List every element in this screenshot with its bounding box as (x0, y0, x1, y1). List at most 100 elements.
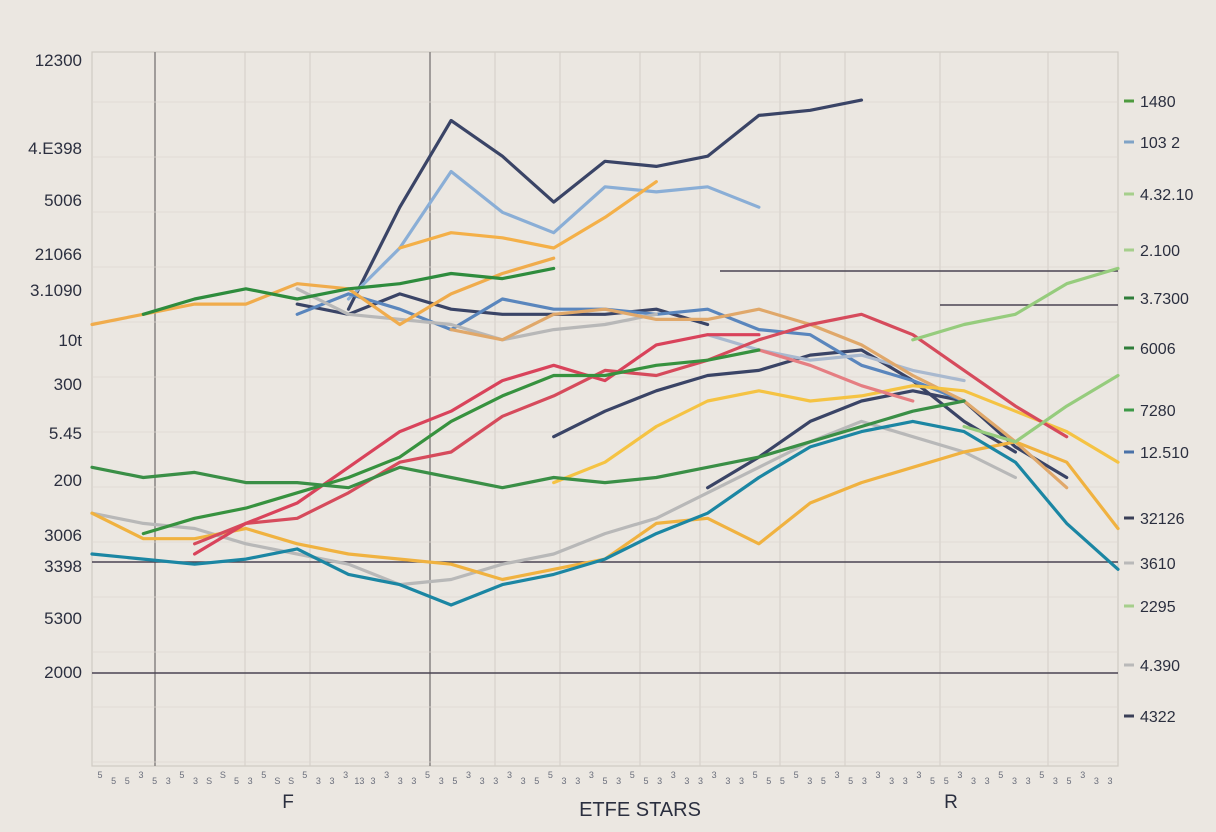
x-tick-label: 3 (193, 776, 198, 786)
y-tick-label-left: 3398 (44, 557, 82, 576)
series-line-24 (90, 419, 1120, 607)
y-tick-label-right: 2.100 (1140, 243, 1180, 260)
x-tick-label: 3 (480, 776, 485, 786)
x-tick-label: 3 (739, 776, 744, 786)
y-tick-label-right: 1480 (1140, 94, 1176, 111)
x-tick-label: 5 (998, 770, 1003, 780)
y-tick-label-right: 2295 (1140, 599, 1176, 616)
series-line-16 (193, 312, 1069, 546)
x-tick-label: 5 (302, 770, 307, 780)
y-tick-label-left: 4.E398 (28, 139, 82, 158)
y-tick-label-right: 103 2 (1140, 135, 1180, 152)
series-line-10 (90, 419, 1017, 587)
x-tick-label: 3 (248, 776, 253, 786)
series-line-21 (141, 266, 556, 316)
series-line-3 (295, 292, 710, 327)
x-tick-label: 3 (439, 776, 444, 786)
x-tick-label: 3 (589, 770, 594, 780)
x-tick-label: S (206, 776, 212, 786)
x-tick-label: 5 (425, 770, 430, 780)
x-tick-label: 3 (330, 776, 335, 786)
grid (91, 51, 1119, 767)
x-tick-label: 3 (807, 776, 812, 786)
x-tick-label: 13 (354, 776, 364, 786)
x-tick-label: 5 (780, 776, 785, 786)
series-group (90, 98, 1120, 607)
x-tick-label: 5 (1039, 770, 1044, 780)
x-tick-label: 5 (179, 770, 184, 780)
x-tick-label: 3 (398, 776, 403, 786)
series-line-6 (346, 169, 761, 301)
y-axis-right: 1480 103 2 4.32.10 2.100 3.7300 6006 7280 12.51… (1124, 94, 1193, 726)
series-line-9 (295, 287, 658, 342)
x-tick-label: 5 (234, 776, 239, 786)
chart-title: ETFE STARS (579, 799, 701, 821)
y-tick-label-left: 3.1090 (30, 281, 82, 300)
x-tick-label: 3 (657, 776, 662, 786)
x-tick-label: 3 (1053, 776, 1058, 786)
series-line-4 (552, 348, 1017, 454)
x-tick-label: 5 (643, 776, 648, 786)
x-tick-label: 3 (370, 776, 375, 786)
category-label-f: F (282, 792, 294, 813)
y-tick-label-left: 300 (54, 375, 82, 394)
y-tick-label-left: 2000 (44, 663, 82, 682)
x-tick-label: 3 (466, 770, 471, 780)
x-tick-label: 5 (111, 776, 116, 786)
x-tick-label: 5 (766, 776, 771, 786)
series-line-18 (193, 333, 761, 556)
y-axis-left: 12300 4.E398 5006 21066 3.1090 10t 300 5.45 200 3… (28, 51, 82, 682)
x-tick-label: 3 (562, 776, 567, 786)
x-tick-label: S (274, 776, 280, 786)
y-tick-label-left: 200 (54, 471, 82, 490)
x-tick-label: 3 (889, 776, 894, 786)
x-tick-label: 5 (534, 776, 539, 786)
x-tick-label: 3 (316, 776, 321, 786)
y-tick-label-right: 4.390 (1140, 658, 1180, 675)
series-line-23 (962, 373, 1120, 444)
x-tick-label: 3 (916, 770, 921, 780)
series-line-14 (552, 384, 1120, 485)
category-label-r: R (944, 792, 958, 813)
series-line-8 (706, 333, 966, 383)
x-tick-label: 3 (875, 770, 880, 780)
series-line-2 (346, 98, 864, 311)
y-tick-label-right: 32126 (1140, 511, 1185, 528)
y-tick-label-right: 6006 (1140, 341, 1176, 358)
x-tick-label: 5 (1067, 776, 1072, 786)
x-tick-label: 3 (493, 776, 498, 786)
reference-lines (92, 270, 1118, 674)
x-tick-label: 5 (848, 776, 853, 786)
x-tick-label: 3 (384, 770, 389, 780)
plot-frame (91, 51, 1119, 767)
x-tick-label: 5 (261, 770, 266, 780)
x-tick-label: 5 (821, 776, 826, 786)
x-tick-label: 5 (794, 770, 799, 780)
x-tick-label: 5 (152, 776, 157, 786)
y-tick-label-left: 21066 (35, 245, 82, 264)
x-tick-label: 5 (944, 776, 949, 786)
x-tick-label: 5 (930, 776, 935, 786)
y-tick-label-right: 3610 (1140, 556, 1176, 573)
y-tick-label-right: 4322 (1140, 709, 1176, 726)
x-tick-label: 3 (862, 776, 867, 786)
x-tick-label: 3 (507, 770, 512, 780)
x-tick-label: 5 (753, 770, 758, 780)
x-tick-label: 3 (684, 776, 689, 786)
x-tick-label: 3 (712, 770, 717, 780)
x-tick-label: 3 (1080, 770, 1085, 780)
x-tick-label: 3 (903, 776, 908, 786)
y-tick-label-right: 12.510 (1140, 445, 1189, 462)
x-tick-label: 5 (630, 770, 635, 780)
y-tick-label-left: 5300 (44, 609, 82, 628)
x-tick-label: S (220, 770, 226, 780)
x-tick-label: S (288, 776, 294, 786)
x-tick-label: 3 (698, 776, 703, 786)
x-tick-label: 3 (166, 776, 171, 786)
x-tick-label: 3 (521, 776, 526, 786)
x-tick-label: 5 (452, 776, 457, 786)
x-tick-label: 3 (575, 776, 580, 786)
x-tick-label: 3 (1012, 776, 1017, 786)
